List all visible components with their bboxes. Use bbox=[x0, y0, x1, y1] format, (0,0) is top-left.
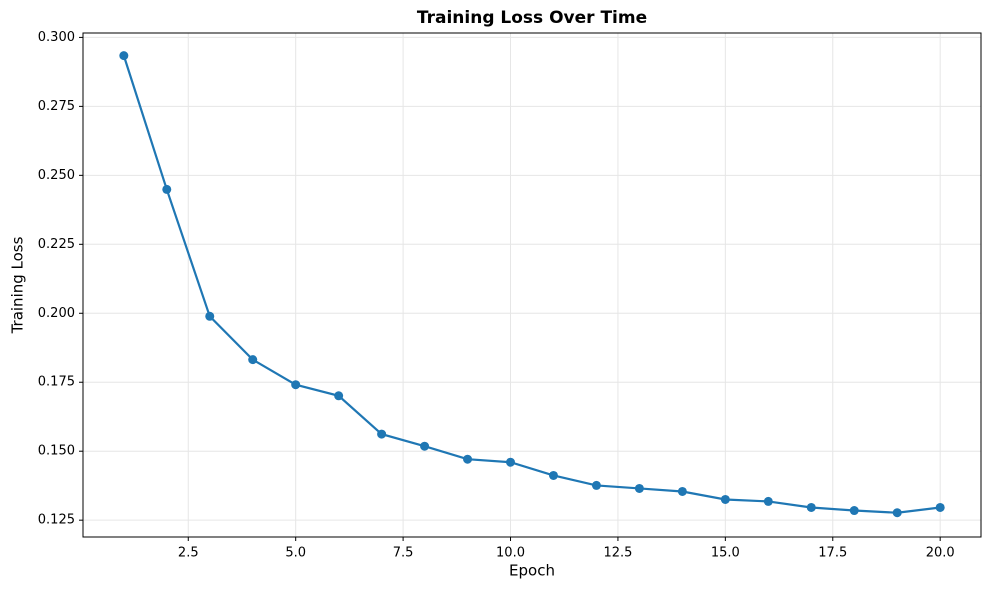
point bbox=[334, 391, 344, 401]
point bbox=[720, 494, 730, 504]
y-tick-label: 0.300 bbox=[38, 30, 75, 45]
y-tick-label: 0.200 bbox=[38, 306, 75, 321]
y-axis-label: Training Loss bbox=[9, 236, 27, 334]
x-tick-label: 10.0 bbox=[496, 546, 525, 561]
point bbox=[377, 429, 387, 439]
y-tick-label: 0.225 bbox=[38, 237, 75, 252]
point bbox=[119, 51, 129, 61]
point bbox=[420, 441, 430, 451]
point bbox=[463, 454, 473, 464]
point bbox=[806, 502, 816, 512]
y-tick-label: 0.250 bbox=[38, 168, 75, 183]
point bbox=[548, 470, 558, 480]
point bbox=[591, 480, 601, 490]
x-tick-label: 5.0 bbox=[285, 546, 306, 561]
x-axis-label: Epoch bbox=[509, 562, 555, 580]
y-tick-label: 0.125 bbox=[38, 513, 75, 528]
point bbox=[248, 355, 258, 365]
y-tick-label: 0.150 bbox=[38, 444, 75, 459]
chart-title: Training Loss Over Time bbox=[417, 8, 647, 28]
point bbox=[935, 502, 945, 512]
point bbox=[291, 380, 301, 390]
point bbox=[763, 496, 773, 506]
point bbox=[677, 486, 687, 496]
point bbox=[892, 508, 902, 518]
point bbox=[849, 506, 859, 516]
x-tick-label: 15.0 bbox=[711, 546, 740, 561]
point bbox=[634, 483, 644, 493]
point bbox=[162, 184, 172, 194]
y-tick-label: 0.175 bbox=[38, 375, 75, 390]
x-tick-label: 2.5 bbox=[178, 546, 199, 561]
line bbox=[122, 55, 941, 514]
x-tick-label: 20.0 bbox=[926, 546, 955, 561]
plot-frame bbox=[82, 32, 982, 538]
y-tick-label: 0.275 bbox=[38, 99, 75, 114]
x-tick-label: 7.5 bbox=[393, 546, 414, 561]
point bbox=[205, 311, 215, 321]
point bbox=[506, 457, 516, 467]
x-tick-label: 17.5 bbox=[818, 546, 847, 561]
x-tick-label: 12.5 bbox=[603, 546, 632, 561]
